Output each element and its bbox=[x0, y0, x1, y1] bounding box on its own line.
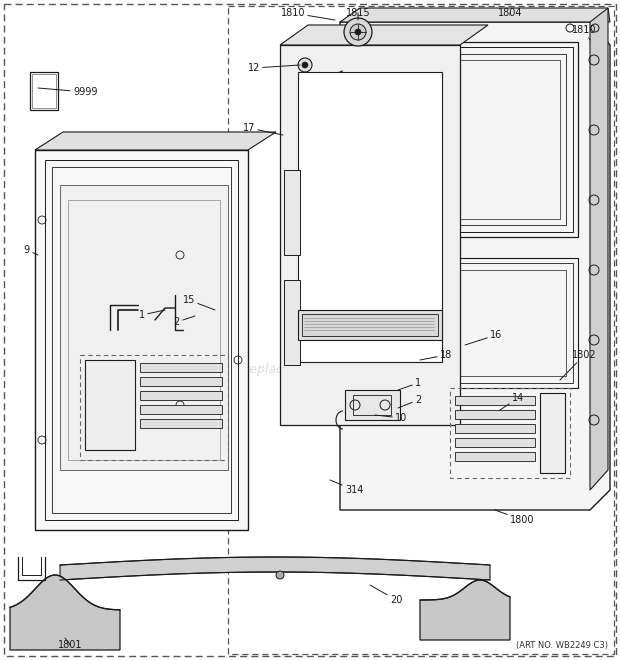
Bar bbox=[455, 424, 535, 433]
Circle shape bbox=[298, 58, 312, 72]
Text: 10: 10 bbox=[375, 413, 407, 423]
Text: 1810: 1810 bbox=[280, 8, 335, 20]
Text: eReplacementParts.com: eReplacementParts.com bbox=[234, 364, 386, 377]
Bar bbox=[353, 395, 391, 415]
Text: 17: 17 bbox=[242, 123, 283, 135]
Text: 314: 314 bbox=[330, 480, 363, 495]
Polygon shape bbox=[420, 580, 510, 640]
Text: 1800: 1800 bbox=[495, 510, 534, 525]
Polygon shape bbox=[340, 22, 610, 510]
Bar bbox=[376, 60, 560, 219]
Polygon shape bbox=[298, 72, 442, 362]
Bar bbox=[298, 310, 442, 340]
Text: 9: 9 bbox=[24, 245, 38, 255]
Bar bbox=[284, 170, 300, 255]
Circle shape bbox=[344, 18, 372, 46]
Bar bbox=[140, 377, 222, 386]
Bar bbox=[358, 258, 578, 388]
Polygon shape bbox=[280, 45, 460, 425]
Text: (ART NO. WB2249 C3): (ART NO. WB2249 C3) bbox=[516, 641, 608, 650]
Text: 1810: 1810 bbox=[572, 25, 596, 40]
Text: 9999: 9999 bbox=[38, 87, 97, 97]
Text: 1: 1 bbox=[139, 310, 165, 320]
Text: 20: 20 bbox=[370, 585, 402, 605]
Bar bbox=[284, 280, 300, 365]
Text: 1: 1 bbox=[398, 378, 421, 390]
Text: 2: 2 bbox=[174, 316, 195, 327]
Polygon shape bbox=[590, 8, 608, 490]
Bar bbox=[363, 47, 573, 232]
Bar bbox=[85, 360, 135, 450]
Polygon shape bbox=[340, 8, 610, 22]
Bar bbox=[140, 391, 222, 400]
Polygon shape bbox=[280, 25, 488, 45]
Bar bbox=[363, 263, 573, 383]
Circle shape bbox=[276, 571, 284, 579]
Bar bbox=[140, 405, 222, 414]
Bar bbox=[455, 396, 535, 405]
Bar bbox=[540, 393, 565, 473]
Bar bbox=[140, 419, 222, 428]
Text: 18: 18 bbox=[420, 350, 452, 360]
Bar bbox=[32, 74, 56, 108]
Bar bbox=[30, 72, 58, 110]
Bar bbox=[345, 390, 400, 420]
Text: 1801: 1801 bbox=[58, 638, 82, 650]
Text: 1804: 1804 bbox=[498, 8, 522, 18]
Text: 15: 15 bbox=[183, 295, 215, 310]
Bar bbox=[370, 270, 566, 376]
Bar bbox=[450, 388, 570, 478]
Text: 2: 2 bbox=[398, 395, 421, 408]
Circle shape bbox=[302, 62, 308, 68]
Bar bbox=[140, 363, 222, 372]
Text: 12: 12 bbox=[247, 63, 300, 73]
Bar bbox=[228, 6, 614, 654]
Bar bbox=[302, 314, 438, 336]
Bar bbox=[358, 42, 578, 237]
Polygon shape bbox=[10, 575, 120, 650]
Polygon shape bbox=[35, 150, 248, 530]
Bar bbox=[45, 160, 238, 520]
Polygon shape bbox=[60, 557, 490, 580]
Bar bbox=[455, 438, 535, 447]
Bar bbox=[370, 54, 566, 225]
Circle shape bbox=[355, 29, 361, 35]
Polygon shape bbox=[60, 185, 228, 470]
Text: 14: 14 bbox=[500, 393, 525, 410]
Bar bbox=[52, 167, 231, 513]
Polygon shape bbox=[35, 132, 276, 150]
Text: 1802: 1802 bbox=[560, 350, 596, 380]
Circle shape bbox=[350, 24, 366, 40]
Bar bbox=[80, 355, 228, 460]
Text: 16: 16 bbox=[465, 330, 502, 345]
Text: 1815: 1815 bbox=[346, 8, 370, 20]
Bar bbox=[455, 410, 535, 419]
Bar bbox=[455, 452, 535, 461]
